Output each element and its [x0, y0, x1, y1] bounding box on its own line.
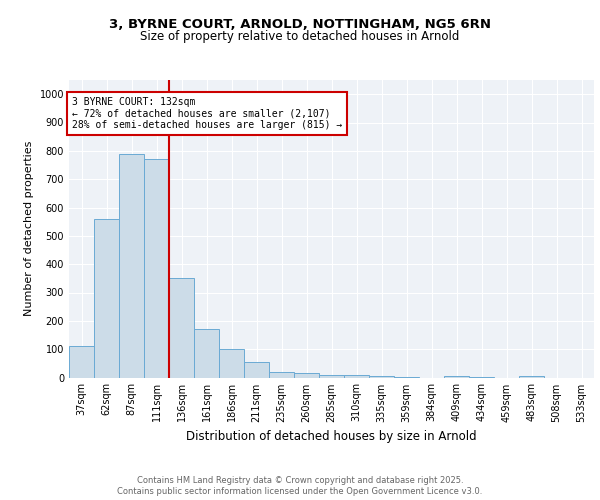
- Bar: [294, 373, 319, 378]
- Bar: [269, 372, 294, 378]
- Bar: [469, 377, 494, 378]
- Bar: [194, 330, 219, 378]
- Text: 3 BYRNE COURT: 132sqm
← 72% of detached houses are smaller (2,107)
28% of semi-d: 3 BYRNE COURT: 132sqm ← 72% of detached …: [71, 97, 342, 130]
- Bar: [519, 376, 544, 378]
- Bar: [344, 375, 369, 378]
- Text: Contains HM Land Registry data © Crown copyright and database right 2025.: Contains HM Land Registry data © Crown c…: [137, 476, 463, 485]
- Bar: [444, 376, 469, 378]
- X-axis label: Distribution of detached houses by size in Arnold: Distribution of detached houses by size …: [186, 430, 477, 443]
- Bar: [244, 362, 269, 378]
- Bar: [394, 377, 419, 378]
- Bar: [219, 349, 244, 378]
- Bar: [169, 278, 194, 378]
- Bar: [144, 160, 169, 378]
- Text: Contains public sector information licensed under the Open Government Licence v3: Contains public sector information licen…: [118, 487, 482, 496]
- Text: 3, BYRNE COURT, ARNOLD, NOTTINGHAM, NG5 6RN: 3, BYRNE COURT, ARNOLD, NOTTINGHAM, NG5 …: [109, 18, 491, 30]
- Text: Size of property relative to detached houses in Arnold: Size of property relative to detached ho…: [140, 30, 460, 43]
- Bar: [369, 376, 394, 378]
- Bar: [94, 219, 119, 378]
- Bar: [69, 346, 94, 378]
- Bar: [119, 154, 144, 378]
- Bar: [319, 374, 344, 378]
- Y-axis label: Number of detached properties: Number of detached properties: [24, 141, 34, 316]
